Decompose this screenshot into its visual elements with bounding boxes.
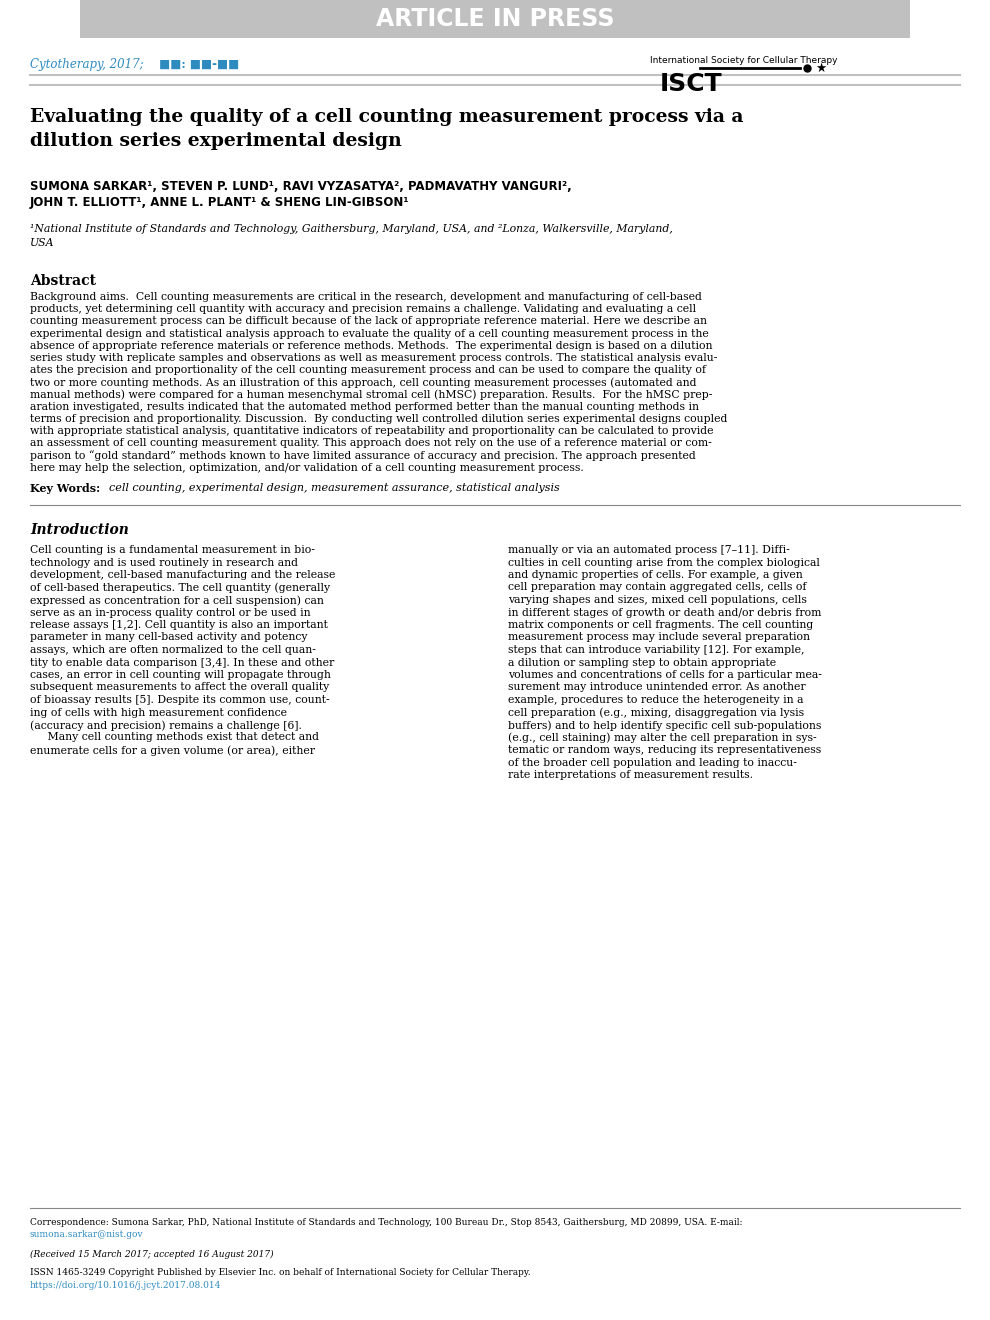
Text: measurement process may include several preparation: measurement process may include several … (508, 632, 810, 643)
Text: example, procedures to reduce the heterogeneity in a: example, procedures to reduce the hetero… (508, 696, 804, 705)
Text: Key Words:: Key Words: (30, 483, 100, 494)
Text: series study with replicate samples and observations as well as measurement proc: series study with replicate samples and … (30, 352, 718, 363)
Text: steps that can introduce variability [12]. For example,: steps that can introduce variability [12… (508, 645, 805, 655)
Text: development, cell-based manufacturing and the release: development, cell-based manufacturing an… (30, 570, 336, 579)
Text: tity to enable data comparison [3,4]. In these and other: tity to enable data comparison [3,4]. In… (30, 657, 335, 668)
Text: ARTICLE IN PRESS: ARTICLE IN PRESS (376, 7, 614, 30)
Text: SUMONA SARKAR¹, STEVEN P. LUND¹, RAVI VYZASATYA², PADMAVATHY VANGURI²,: SUMONA SARKAR¹, STEVEN P. LUND¹, RAVI VY… (30, 180, 572, 193)
Text: technology and is used routinely in research and: technology and is used routinely in rese… (30, 557, 298, 568)
Text: dilution series experimental design: dilution series experimental design (30, 132, 402, 150)
Text: tematic or random ways, reducing its representativeness: tematic or random ways, reducing its rep… (508, 744, 822, 755)
Text: sumona.sarkar@nist.gov: sumona.sarkar@nist.gov (30, 1230, 144, 1239)
Text: ISSN 1465-3249 Copyright Published by Elsevier Inc. on behalf of International S: ISSN 1465-3249 Copyright Published by El… (30, 1269, 531, 1276)
Text: here may help the selection, optimization, and/or validation of a cell counting : here may help the selection, optimizatio… (30, 463, 584, 473)
Text: ISCT: ISCT (660, 73, 723, 96)
Text: cases, an error in cell counting will propagate through: cases, an error in cell counting will pr… (30, 671, 331, 680)
Text: manually or via an automated process [7–11]. Diffi-: manually or via an automated process [7–… (508, 545, 790, 554)
Text: counting measurement process can be difficult because of the lack of appropriate: counting measurement process can be diff… (30, 317, 707, 326)
Text: of bioassay results [5]. Despite its common use, count-: of bioassay results [5]. Despite its com… (30, 696, 330, 705)
Text: ¹National Institute of Standards and Technology, Gaithersburg, Maryland, USA, an: ¹National Institute of Standards and Tec… (30, 224, 673, 234)
Text: ★: ★ (815, 62, 827, 75)
Text: of the broader cell population and leading to inaccu-: of the broader cell population and leadi… (508, 758, 797, 767)
FancyBboxPatch shape (80, 0, 910, 38)
Text: manual methods) were compared for a human mesenchymal stromal cell (hMSC) prepar: manual methods) were compared for a huma… (30, 389, 713, 400)
Text: https://doi.org/10.1016/j.jcyt.2017.08.014: https://doi.org/10.1016/j.jcyt.2017.08.0… (30, 1280, 222, 1290)
Text: volumes and concentrations of cells for a particular mea-: volumes and concentrations of cells for … (508, 671, 822, 680)
Text: (e.g., cell staining) may alter the cell preparation in sys-: (e.g., cell staining) may alter the cell… (508, 733, 817, 743)
Text: subsequent measurements to affect the overall quality: subsequent measurements to affect the ov… (30, 682, 330, 693)
Text: Abstract: Abstract (30, 275, 96, 288)
Text: with appropriate statistical analysis, quantitative indicators of repeatability : with appropriate statistical analysis, q… (30, 426, 714, 436)
Text: (accuracy and precision) remains a challenge [6].: (accuracy and precision) remains a chall… (30, 719, 302, 730)
Text: cell preparation may contain aggregated cells, cells of: cell preparation may contain aggregated … (508, 582, 807, 593)
Text: buffers) and to help identify specific cell sub-populations: buffers) and to help identify specific c… (508, 719, 822, 730)
Text: cell preparation (e.g., mixing, disaggregation via lysis: cell preparation (e.g., mixing, disaggre… (508, 708, 804, 718)
Text: Cell counting is a fundamental measurement in bio-: Cell counting is a fundamental measureme… (30, 545, 315, 554)
Text: serve as an in-process quality control or be used in: serve as an in-process quality control o… (30, 607, 311, 618)
Text: two or more counting methods. As an illustration of this approach, cell counting: two or more counting methods. As an illu… (30, 378, 697, 388)
Text: ing of cells with high measurement confidence: ing of cells with high measurement confi… (30, 708, 287, 718)
Text: Evaluating the quality of a cell counting measurement process via a: Evaluating the quality of a cell countin… (30, 108, 743, 125)
Text: rate interpretations of measurement results.: rate interpretations of measurement resu… (508, 770, 753, 780)
Text: assays, which are often normalized to the cell quan-: assays, which are often normalized to th… (30, 645, 316, 655)
Text: varying shapes and sizes, mixed cell populations, cells: varying shapes and sizes, mixed cell pop… (508, 595, 807, 605)
Text: and dynamic properties of cells. For example, a given: and dynamic properties of cells. For exa… (508, 570, 803, 579)
Text: USA: USA (30, 238, 54, 248)
Text: JOHN T. ELLIOTT¹, ANNE L. PLANT¹ & SHENG LIN-GIBSON¹: JOHN T. ELLIOTT¹, ANNE L. PLANT¹ & SHENG… (30, 195, 410, 209)
Text: Cytotherapy, 2017;: Cytotherapy, 2017; (30, 58, 144, 71)
Text: International Society for Cellular Therapy: International Society for Cellular Thera… (650, 55, 838, 65)
Text: Correspondence: Sumona Sarkar, PhD, National Institute of Standards and Technolo: Correspondence: Sumona Sarkar, PhD, Nati… (30, 1218, 742, 1228)
Text: experimental design and statistical analysis approach to evaluate the quality of: experimental design and statistical anal… (30, 329, 709, 339)
Text: aration investigated, results indicated that the automated method performed bett: aration investigated, results indicated … (30, 401, 699, 412)
Text: an assessment of cell counting measurement quality. This approach does not rely : an assessment of cell counting measureme… (30, 438, 712, 449)
Text: surement may introduce unintended error. As another: surement may introduce unintended error.… (508, 682, 806, 693)
Text: matrix components or cell fragments. The cell counting: matrix components or cell fragments. The… (508, 620, 813, 630)
Text: culties in cell counting arise from the complex biological: culties in cell counting arise from the … (508, 557, 820, 568)
Text: (Received 15 March 2017; accepted 16 August 2017): (Received 15 March 2017; accepted 16 Aug… (30, 1250, 273, 1259)
Text: cell counting, experimental design, measurement assurance, statistical analysis: cell counting, experimental design, meas… (102, 483, 559, 492)
Text: expressed as concentration for a cell suspension) can: expressed as concentration for a cell su… (30, 595, 324, 606)
Text: Background aims.  Cell counting measurements are critical in the research, devel: Background aims. Cell counting measureme… (30, 292, 702, 302)
Text: of cell-based therapeutics. The cell quantity (generally: of cell-based therapeutics. The cell qua… (30, 582, 330, 593)
Text: terms of precision and proportionality. Discussion.  By conducting well controll: terms of precision and proportionality. … (30, 414, 728, 424)
Text: Many cell counting methods exist that detect and: Many cell counting methods exist that de… (30, 733, 319, 742)
Text: ates the precision and proportionality of the cell counting measurement process : ates the precision and proportionality o… (30, 366, 706, 375)
Text: Introduction: Introduction (30, 523, 129, 537)
Text: products, yet determining cell quantity with accuracy and precision remains a ch: products, yet determining cell quantity … (30, 304, 696, 314)
Text: absence of appropriate reference materials or reference methods. Methods.  The e: absence of appropriate reference materia… (30, 341, 713, 351)
Text: parison to “gold standard” methods known to have limited assurance of accuracy a: parison to “gold standard” methods known… (30, 450, 696, 462)
Text: ■■: ■■-■■: ■■: ■■-■■ (155, 58, 240, 71)
Text: a dilution or sampling step to obtain appropriate: a dilution or sampling step to obtain ap… (508, 657, 776, 668)
Text: release assays [1,2]. Cell quantity is also an important: release assays [1,2]. Cell quantity is a… (30, 620, 328, 630)
Text: in different stages of growth or death and/or debris from: in different stages of growth or death a… (508, 607, 822, 618)
Text: enumerate cells for a given volume (or area), either: enumerate cells for a given volume (or a… (30, 744, 315, 755)
Text: parameter in many cell-based activity and potency: parameter in many cell-based activity an… (30, 632, 308, 643)
